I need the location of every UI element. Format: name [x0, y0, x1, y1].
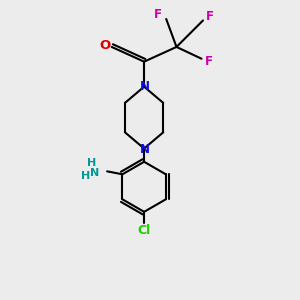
Text: N: N [140, 142, 150, 156]
Text: F: F [206, 11, 214, 23]
Text: O: O [100, 39, 111, 52]
Text: N: N [140, 80, 150, 93]
Text: H: H [87, 158, 96, 168]
Text: F: F [205, 55, 213, 68]
Text: N: N [90, 168, 99, 178]
Text: Cl: Cl [137, 224, 151, 237]
Text: H: H [81, 171, 90, 181]
Text: F: F [154, 8, 162, 21]
